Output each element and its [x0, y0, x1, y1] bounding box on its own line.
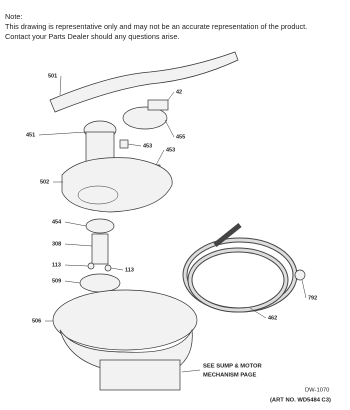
leader-line	[301, 279, 307, 299]
part-label: 509	[52, 278, 61, 284]
leader-line	[38, 131, 87, 136]
part-113	[104, 264, 112, 272]
leader-line	[110, 267, 124, 271]
leader-line	[155, 149, 165, 166]
note-line: Contact your Parts Dealer should any que…	[5, 32, 179, 41]
part-label: 502	[40, 179, 49, 185]
leader-line	[64, 280, 81, 284]
part-506	[52, 289, 198, 351]
part-label: 42	[176, 89, 182, 95]
part-462	[182, 223, 298, 313]
part-label: 453	[143, 143, 152, 149]
callout-text: SEE SUMP & MOTOR	[203, 364, 263, 370]
leader-line	[127, 143, 142, 147]
note-heading: Note:	[5, 12, 22, 21]
part-454	[85, 218, 115, 234]
part-label: 308	[52, 241, 61, 247]
spray-arm	[49, 51, 239, 113]
part-label: 113	[52, 262, 61, 268]
disk-hole	[77, 185, 119, 205]
part-792	[294, 269, 306, 281]
leader-line	[167, 91, 175, 101]
part-509	[79, 273, 121, 293]
leader-line	[64, 243, 93, 247]
part-113	[87, 262, 95, 270]
part-42	[147, 99, 169, 111]
callout-text: MECHANISM PAGE	[203, 373, 256, 379]
leader-line	[64, 264, 89, 267]
part-label: 113	[125, 267, 134, 273]
callout-leader	[181, 369, 201, 373]
part-label: 792	[308, 295, 317, 301]
part-label: 454	[52, 219, 62, 225]
leader-line	[59, 75, 62, 96]
part-502	[61, 157, 173, 213]
motor	[99, 359, 181, 391]
part-label: 506	[32, 318, 41, 324]
drawing-id: DW-1070	[305, 388, 329, 394]
part-label: 453	[166, 147, 175, 153]
part-308	[91, 233, 109, 265]
part-label: 462	[268, 315, 277, 321]
part-label: 501	[48, 73, 57, 79]
note-line: This drawing is representative only and …	[5, 22, 307, 31]
leader-line	[164, 119, 175, 138]
leader-line	[249, 307, 267, 319]
part-label: 455	[176, 134, 185, 140]
leader-line	[64, 221, 87, 227]
part-label: 451	[26, 132, 35, 138]
part-455	[122, 106, 168, 130]
art-number: (ART NO. WD5484 C3)	[270, 398, 331, 404]
part-453	[119, 139, 129, 149]
